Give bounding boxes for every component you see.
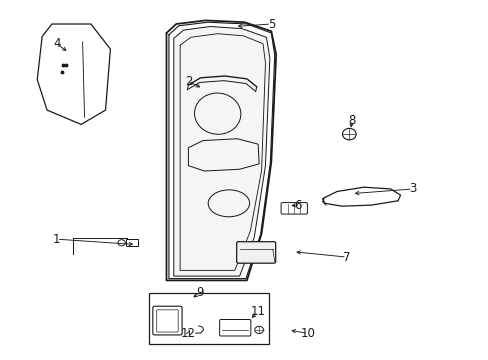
Text: 10: 10	[300, 327, 315, 340]
Text: 2: 2	[184, 75, 192, 88]
Text: 7: 7	[343, 251, 350, 264]
Text: 3: 3	[408, 183, 416, 195]
FancyBboxPatch shape	[236, 242, 275, 263]
Text: 1: 1	[53, 233, 61, 246]
Bar	[126, 239, 138, 246]
Polygon shape	[173, 27, 269, 276]
Bar	[149, 293, 268, 344]
Text: 11: 11	[250, 306, 265, 319]
Text: 9: 9	[196, 287, 203, 300]
Text: 4: 4	[53, 37, 61, 50]
Text: 6: 6	[294, 199, 301, 212]
Text: 12: 12	[181, 327, 196, 340]
Text: 8: 8	[347, 114, 355, 127]
Text: 5: 5	[267, 18, 274, 31]
